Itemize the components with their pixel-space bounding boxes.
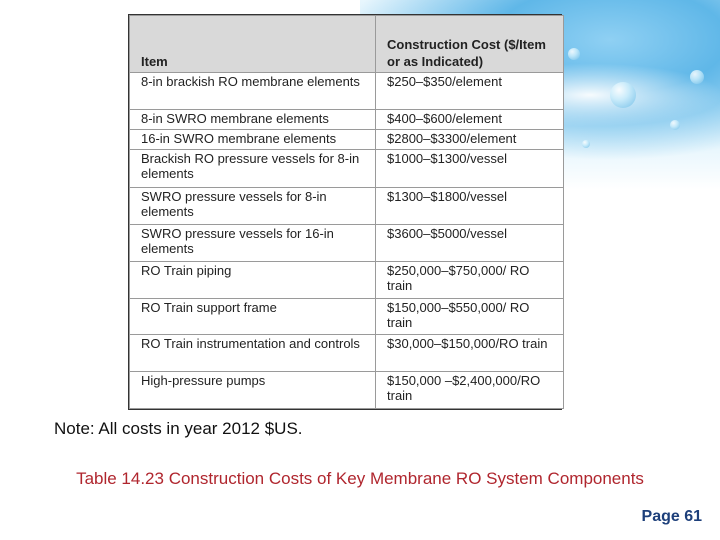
cost-cell: $150,000 –$2,400,000/RO train — [375, 371, 564, 409]
water-bubble-icon — [582, 140, 590, 148]
cost-cell: $150,000–$550,000/ RO train — [375, 297, 564, 336]
cost-cell: $2800–$3300/element — [375, 129, 564, 150]
table-row: RO Train instrumentation and controls $30… — [129, 334, 564, 373]
table-row: RO Train support frame $150,000–$550,000/… — [129, 297, 564, 336]
item-cell: RO Train piping — [129, 260, 376, 299]
table-row: High-pressure pumps $150,000 –$2,400,000/… — [129, 371, 564, 409]
cost-cell: $400–$600/element — [375, 108, 564, 131]
table-row: 16-in SWRO membrane elements $2800–$3300/… — [129, 129, 564, 150]
item-cell: Brackish RO pressure vessels for 8-in el… — [129, 148, 376, 189]
cost-cell: $250,000–$750,000/ RO train — [375, 260, 564, 299]
note-text: Note: All costs in year 2012 $US. — [54, 419, 303, 438]
item-cell: 8-in SWRO membrane elements — [129, 108, 376, 131]
table-row: 8-in brackish RO membrane elements $250–$… — [129, 72, 564, 110]
water-bubble-icon — [690, 70, 704, 84]
cost-cell: $30,000–$150,000/RO train — [375, 334, 564, 373]
table-row: Brackish RO pressure vessels for 8-in el… — [129, 148, 564, 189]
table-caption: Table 14.23 Construction Costs of Key Me… — [76, 469, 644, 488]
cost-cell: $250–$350/element — [375, 72, 564, 110]
table-header-row: Item Construction Cost ($/Item or as Ind… — [129, 15, 564, 73]
cost-cell: $3600–$5000/vessel — [375, 224, 564, 262]
item-cell: RO Train instrumentation and controls — [129, 334, 376, 373]
water-bubble-icon — [670, 120, 680, 130]
cost-table: Item Construction Cost ($/Item or as Ind… — [128, 14, 564, 410]
table-row: RO Train piping $250,000–$750,000/ RO tra… — [129, 260, 564, 299]
item-cell: High-pressure pumps — [129, 371, 376, 409]
table-row: SWRO pressure vessels for 16-in elements… — [129, 224, 564, 262]
water-bubble-icon — [610, 82, 636, 108]
item-cell: 16-in SWRO membrane elements — [129, 129, 376, 150]
water-bubble-icon — [568, 48, 580, 60]
item-cell: SWRO pressure vessels for 8-in elements — [129, 187, 376, 226]
item-cell: SWRO pressure vessels for 16-in elements — [129, 224, 376, 262]
item-cell: RO Train support frame — [129, 297, 376, 336]
cost-cell: $1300–$1800/vessel — [375, 187, 564, 226]
header-item: Item — [129, 15, 376, 73]
page-number: Page 61 — [641, 508, 702, 525]
table-row: 8-in SWRO membrane elements $400–$600/ele… — [129, 108, 564, 131]
item-cell: 8-in brackish RO membrane elements — [129, 72, 376, 110]
cost-cell: $1000–$1300/vessel — [375, 148, 564, 189]
table-row: SWRO pressure vessels for 8-in elements $… — [129, 187, 564, 226]
header-construction-cost: Construction Cost ($/Item or as Indicate… — [375, 15, 564, 73]
